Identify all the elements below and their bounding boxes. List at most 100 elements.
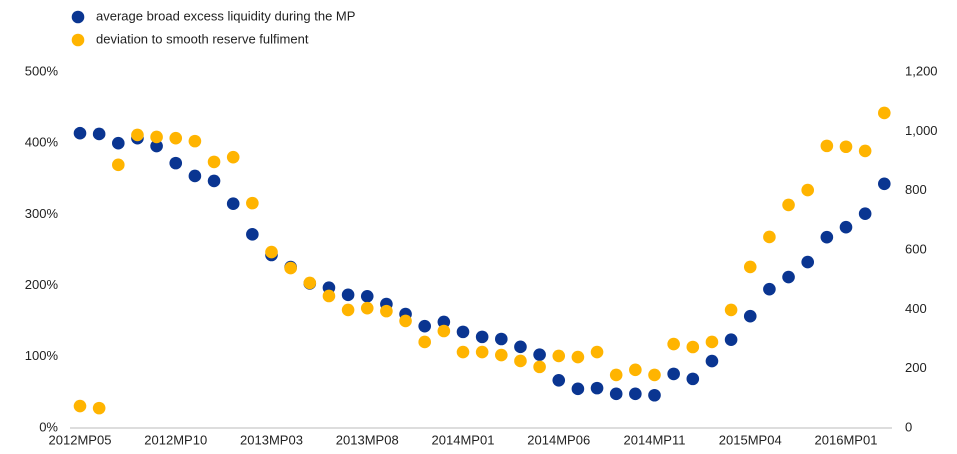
point xyxy=(456,345,470,359)
y-tick-label: 300% xyxy=(25,206,59,221)
x-tick-label: 2012MP05 xyxy=(49,432,112,447)
x-tick-label: 2013MP08 xyxy=(336,432,399,447)
point xyxy=(763,282,776,296)
point xyxy=(820,230,834,244)
point xyxy=(265,245,278,259)
point xyxy=(667,367,680,381)
y2-tick-label: 600 xyxy=(905,241,927,256)
point xyxy=(475,345,489,359)
y-tick-label: 100% xyxy=(25,348,59,363)
point xyxy=(514,340,527,354)
point xyxy=(878,106,891,120)
point xyxy=(188,134,202,148)
point xyxy=(437,324,451,338)
point xyxy=(360,289,374,303)
point xyxy=(150,130,163,144)
x-tick-label: 2014MP06 xyxy=(527,432,590,447)
y-tick-label: 500% xyxy=(25,63,59,78)
point xyxy=(629,363,642,377)
point xyxy=(246,196,259,210)
point xyxy=(858,144,872,158)
point xyxy=(782,270,795,284)
y2-tick-label: 400 xyxy=(905,301,927,316)
point xyxy=(150,139,163,153)
point xyxy=(724,303,738,317)
point xyxy=(341,303,355,317)
point xyxy=(609,368,623,382)
point xyxy=(360,301,374,315)
point xyxy=(820,139,834,153)
y-tick-label: 200% xyxy=(25,277,59,292)
point xyxy=(801,183,814,197)
point xyxy=(284,261,297,275)
point xyxy=(92,401,106,415)
point xyxy=(418,319,432,333)
point xyxy=(131,128,144,142)
point xyxy=(648,368,661,382)
point xyxy=(533,348,546,361)
x-tick-label: 2014MP01 xyxy=(432,432,495,447)
y2-tick-label: 1,000 xyxy=(905,123,938,138)
point xyxy=(380,304,393,318)
y2-tick-label: 0 xyxy=(905,419,912,434)
point xyxy=(514,354,527,368)
point xyxy=(667,337,680,351)
y2-tick-label: 800 xyxy=(905,182,927,197)
legend-marker xyxy=(71,10,85,24)
x-tick-label: 2015MP04 xyxy=(719,432,782,447)
x-tick-label: 2012MP10 xyxy=(144,432,207,447)
point xyxy=(629,387,642,401)
legend-label: average broad excess liquidity during th… xyxy=(96,8,355,23)
point xyxy=(322,289,336,303)
point xyxy=(705,335,719,349)
point xyxy=(763,230,776,244)
point xyxy=(743,309,757,323)
point xyxy=(743,260,757,274)
point xyxy=(246,228,259,241)
point xyxy=(341,288,355,302)
point xyxy=(686,372,700,386)
point xyxy=(73,399,87,413)
point xyxy=(456,325,470,339)
legend-label: deviation to smooth reserve fulfiment xyxy=(96,31,309,46)
x-tick-label: 2014MP11 xyxy=(624,432,686,447)
point xyxy=(801,255,814,269)
x-tick-label: 2016MP01 xyxy=(815,432,878,447)
point xyxy=(92,127,106,141)
y-tick-label: 0% xyxy=(39,419,58,434)
point xyxy=(475,330,489,344)
point xyxy=(686,340,700,354)
point xyxy=(226,197,240,211)
point xyxy=(399,314,412,328)
point xyxy=(303,276,317,290)
point xyxy=(495,332,508,346)
point xyxy=(571,382,585,396)
point xyxy=(73,126,87,140)
point xyxy=(169,131,183,145)
point xyxy=(418,335,432,349)
point xyxy=(858,207,872,220)
point xyxy=(552,373,566,387)
point xyxy=(437,315,451,329)
point xyxy=(724,333,738,347)
legend-marker xyxy=(71,33,85,47)
y-tick-label: 400% xyxy=(25,135,59,150)
point xyxy=(782,198,795,212)
point xyxy=(648,388,661,402)
point xyxy=(495,348,508,362)
point xyxy=(169,156,183,170)
point xyxy=(552,349,566,363)
point xyxy=(226,150,240,164)
x-tick-label: 2013MP03 xyxy=(240,432,303,447)
point xyxy=(112,136,125,150)
point xyxy=(533,360,546,374)
point xyxy=(878,177,891,191)
point xyxy=(188,169,202,183)
point xyxy=(571,350,585,364)
point xyxy=(590,381,604,395)
point xyxy=(207,155,221,169)
point xyxy=(839,220,853,234)
point xyxy=(112,158,125,172)
point xyxy=(705,354,719,368)
